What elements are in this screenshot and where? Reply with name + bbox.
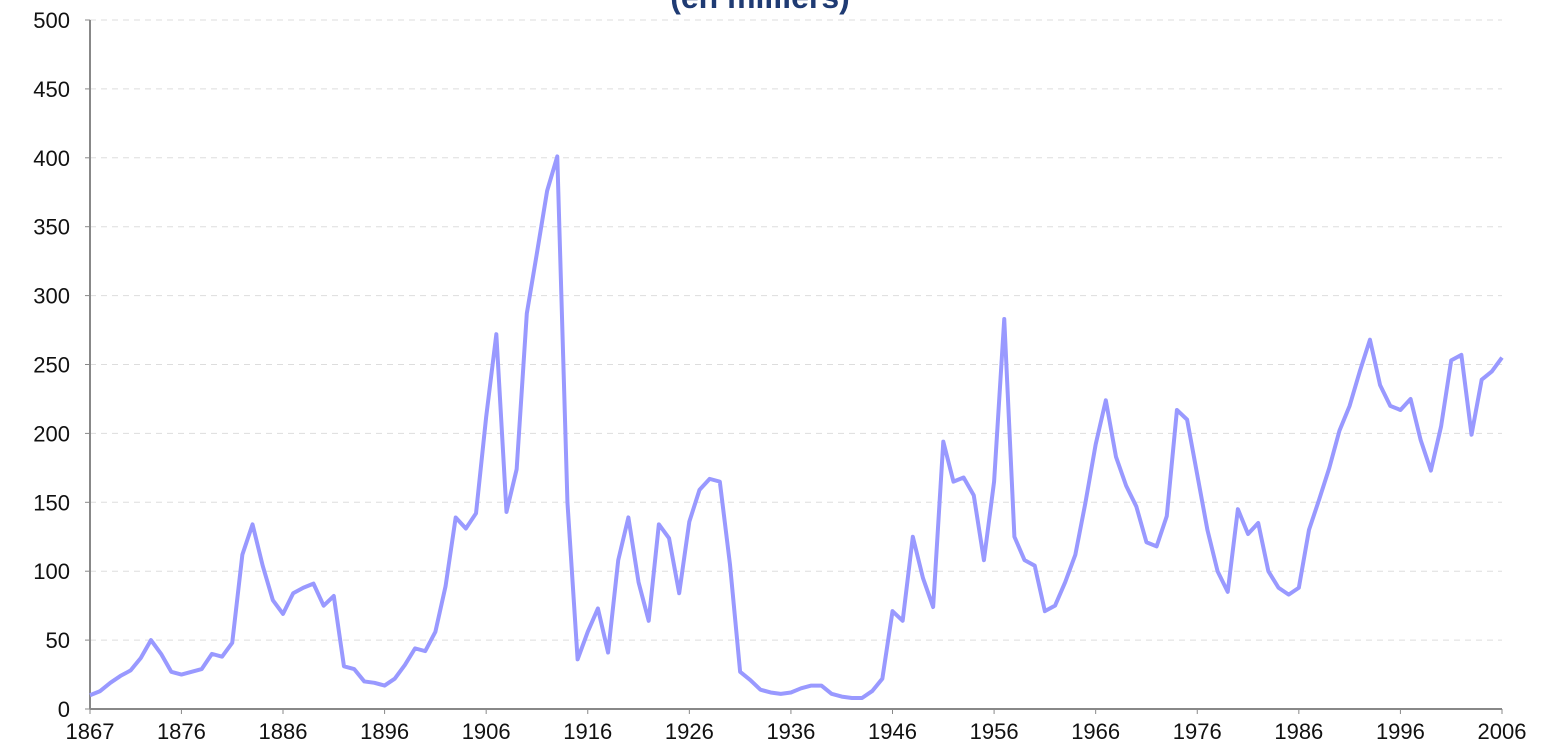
y-tick-label: 500 (33, 8, 70, 33)
x-tick-label: 1906 (462, 719, 511, 744)
y-tick-label: 50 (46, 628, 70, 653)
y-tick-label: 450 (33, 77, 70, 102)
y-tick-label: 350 (33, 215, 70, 240)
x-tick-label: 1936 (766, 719, 815, 744)
x-tick-label: 1976 (1173, 719, 1222, 744)
x-tick-label: 1956 (970, 719, 1019, 744)
y-tick-label: 100 (33, 559, 70, 584)
y-tick-label: 150 (33, 490, 70, 515)
y-tick-label: 250 (33, 353, 70, 378)
y-tick-label: 400 (33, 146, 70, 171)
x-tick-label: 1996 (1376, 719, 1425, 744)
x-tick-label: 1946 (868, 719, 917, 744)
x-tick-label: 1867 (66, 719, 115, 744)
x-tick-label: 1896 (360, 719, 409, 744)
x-tick-label: 1926 (665, 719, 714, 744)
x-tick-label: 1916 (563, 719, 612, 744)
chart-title: (en milliers) (670, 0, 850, 15)
x-tick-label: 1876 (157, 719, 206, 744)
x-tick-label: 1986 (1274, 719, 1323, 744)
y-tick-label: 0 (58, 697, 70, 722)
y-tick-label: 200 (33, 421, 70, 446)
line-series (89, 154, 1504, 700)
x-tick-label: 1966 (1071, 719, 1120, 744)
x-tick-label: 1886 (259, 719, 308, 744)
y-tick-label: 300 (33, 284, 70, 309)
x-tick-label: 2006 (1478, 719, 1527, 744)
